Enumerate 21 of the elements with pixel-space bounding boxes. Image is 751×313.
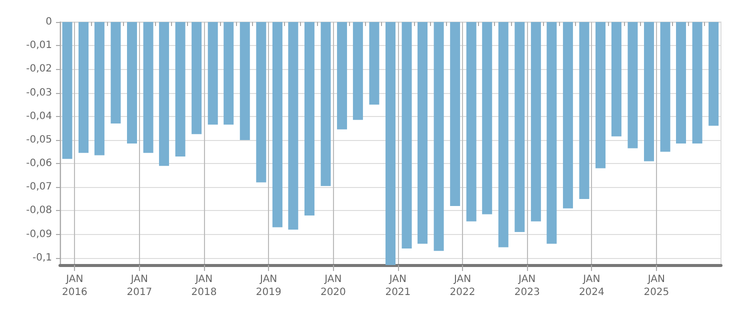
x-tick-label: JAN 2016 xyxy=(62,274,88,298)
y-tick-label: -0,1 xyxy=(32,252,52,264)
y-tick-label: -0,04 xyxy=(26,110,52,122)
y-tick-label: 0 xyxy=(46,16,52,28)
y-tick-label: -0,09 xyxy=(26,228,52,240)
y-tick-label: -0,03 xyxy=(26,87,52,98)
y-tick-label: -0,02 xyxy=(26,64,52,75)
x-tick-label: JAN 2020 xyxy=(320,274,346,298)
x-tick-label: JAN 2021 xyxy=(385,274,411,298)
y-tick-label: -0,07 xyxy=(26,182,52,193)
x-tick-label: JAN 2025 xyxy=(644,274,670,298)
x-tick-label: JAN 2019 xyxy=(256,274,282,298)
y-tick-label: -0,01 xyxy=(26,40,52,52)
x-tick-label: JAN 2024 xyxy=(578,274,604,298)
y-tick-label: -0,06 xyxy=(26,158,52,170)
x-tick-label: JAN 2018 xyxy=(191,274,217,298)
x-tick-label: JAN 2023 xyxy=(514,274,540,298)
y-tick-label: -0,08 xyxy=(26,205,52,216)
y-tick-label: -0,05 xyxy=(26,134,52,146)
x-tick-label: JAN 2017 xyxy=(126,274,152,298)
x-tick-label: JAN 2022 xyxy=(450,274,476,298)
